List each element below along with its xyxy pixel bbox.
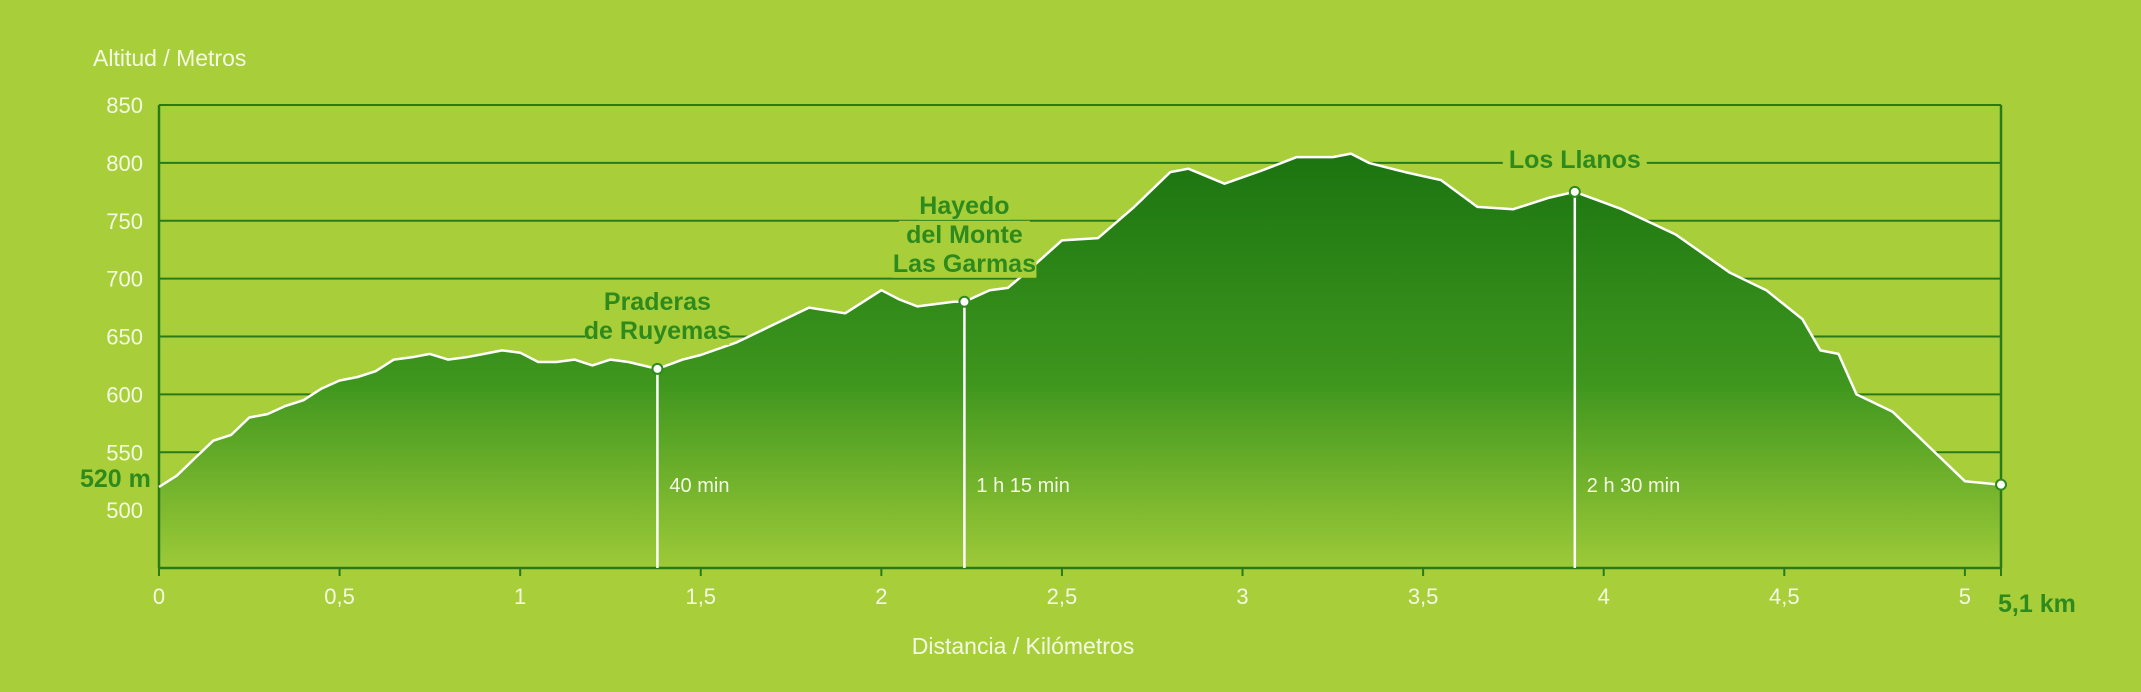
y-tick-label: 600: [106, 382, 143, 407]
y-tick-labels: 850 800 750 700 650 600 550 500: [106, 93, 143, 523]
waypoint-time: 2 h 30 min: [1587, 475, 1680, 497]
label-backdrop: [598, 287, 717, 316]
waypoint-name-line: Praderas: [604, 288, 711, 316]
waypoint-time: 40 min: [669, 475, 729, 497]
x-tick-label: 3: [1236, 584, 1248, 609]
x-tick-label: 0: [153, 584, 165, 609]
x-tick-label: 2,5: [1047, 584, 1078, 609]
y-tick-label: 800: [106, 151, 143, 176]
y-tick-label: 650: [106, 325, 143, 350]
waypoint-name-line: Los Llanos: [1509, 146, 1641, 174]
waypoint-name-line: Hayedo: [919, 192, 1009, 220]
elevation-area: [159, 153, 2001, 568]
waypoint-time: 1 h 15 min: [976, 475, 1069, 497]
label-backdrop: [1502, 145, 1647, 174]
x-axis-title: Distancia / Kilómetros: [912, 633, 1134, 659]
x-tick-label: 4: [1598, 584, 1610, 609]
x-tick-labels: 0 0,5 1 1,5 2 2,5 3 3,5 4 4,5 5: [153, 568, 2002, 609]
y-tick-label: 850: [106, 93, 143, 118]
x-tick-label: 5: [1959, 584, 1971, 609]
y-axis-title: Altitud / Metros: [93, 45, 246, 71]
label-backdrop: [898, 220, 1030, 249]
waypoint-name-line: Las Garmas: [893, 250, 1036, 278]
end-distance-label: 5,1 km: [1998, 590, 2076, 618]
waypoint-name-line: del Monte: [906, 221, 1023, 249]
plot-frame: [157, 105, 2003, 570]
end-marker: [1995, 478, 2007, 491]
elevation-line: [158, 152, 2002, 489]
waypoint-name-line: de Ruyemas: [584, 317, 731, 345]
y-tick-label: 750: [106, 209, 143, 234]
y-tick-label: 700: [106, 267, 143, 292]
x-tick-label: 3,5: [1408, 584, 1439, 609]
label-backdrop: [918, 191, 1011, 220]
waypoint-marker: [651, 362, 664, 375]
x-tick-label: 4,5: [1769, 584, 1800, 609]
x-tick-label: 1,5: [685, 584, 716, 609]
y-tick-label: 500: [106, 498, 143, 523]
x-tick-label: 2: [875, 584, 887, 609]
label-backdrop: [892, 249, 1037, 278]
label-backdrop: [585, 316, 730, 345]
x-tick-label: 0,5: [324, 584, 355, 609]
start-altitude-label: 520 m: [80, 465, 151, 493]
waypoint-marker: [958, 295, 971, 308]
x-tick-label: 1: [514, 584, 526, 609]
waypoint-marker: [1568, 185, 1581, 198]
y-tick-label: 550: [106, 440, 143, 465]
waypoint-name: Los Llanos: [1502, 145, 1647, 174]
